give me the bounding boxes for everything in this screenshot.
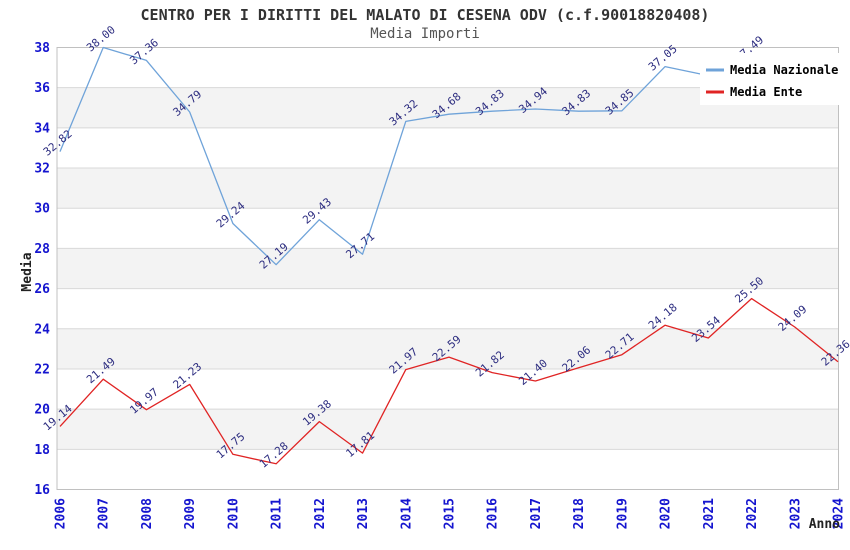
y-tick-label: 30: [34, 202, 50, 217]
x-tick-label: 2021: [702, 498, 717, 529]
chart-title: CENTRO PER I DIRITTI DEL MALATO DI CESEN…: [140, 6, 710, 24]
chart-subtitle: Media Importi: [370, 26, 480, 42]
x-tick-label: 2006: [54, 498, 69, 529]
y-tick-label: 20: [34, 403, 50, 418]
x-tick-label: 2014: [399, 498, 414, 529]
plot-band: [57, 328, 839, 369]
x-axis-title: Anno: [809, 517, 840, 532]
y-tick-label: 32: [34, 162, 50, 177]
x-tick-label: 2012: [313, 498, 328, 529]
x-tick-label: 2019: [615, 498, 630, 529]
x-tick-label: 2023: [788, 498, 803, 529]
y-tick-label: 26: [34, 282, 50, 297]
y-axis-title: Media: [20, 252, 35, 291]
legend-label: Media Ente: [730, 85, 802, 99]
y-tick-label: 16: [34, 483, 50, 498]
y-tick-label: 28: [34, 242, 50, 257]
plot-border: [56, 47, 839, 490]
y-tick-label: 34: [34, 121, 50, 136]
legend-box: [700, 53, 840, 105]
x-tick-label: 2024: [832, 498, 847, 529]
plot-band: [57, 168, 839, 209]
x-tick-label: 2022: [745, 498, 760, 529]
x-tick-label: 2016: [486, 498, 501, 529]
legend-label: Media Nazionale: [730, 63, 838, 77]
y-tick-label: 38: [34, 41, 50, 56]
plot-band: [57, 248, 839, 289]
x-tick-label: 2013: [356, 498, 371, 529]
y-tick-label: 18: [34, 443, 50, 458]
x-tick-label: 2010: [226, 498, 241, 529]
x-tick-label: 2008: [140, 498, 155, 529]
plot-band: [57, 409, 839, 450]
y-tick-label: 36: [34, 81, 50, 96]
x-tick-label: 2011: [270, 498, 285, 529]
x-tick-label: 2018: [572, 498, 587, 529]
x-tick-label: 2017: [529, 498, 544, 529]
series-line-media-ente: [59, 297, 839, 465]
x-tick-label: 2015: [443, 498, 458, 529]
y-tick-label: 24: [34, 322, 50, 337]
x-tick-label: 2007: [97, 498, 112, 529]
x-tick-label: 2020: [659, 498, 674, 529]
y-tick-label: 22: [34, 362, 50, 377]
data-point-label: 37.36: [127, 36, 161, 67]
x-tick-label: 2009: [183, 498, 198, 529]
